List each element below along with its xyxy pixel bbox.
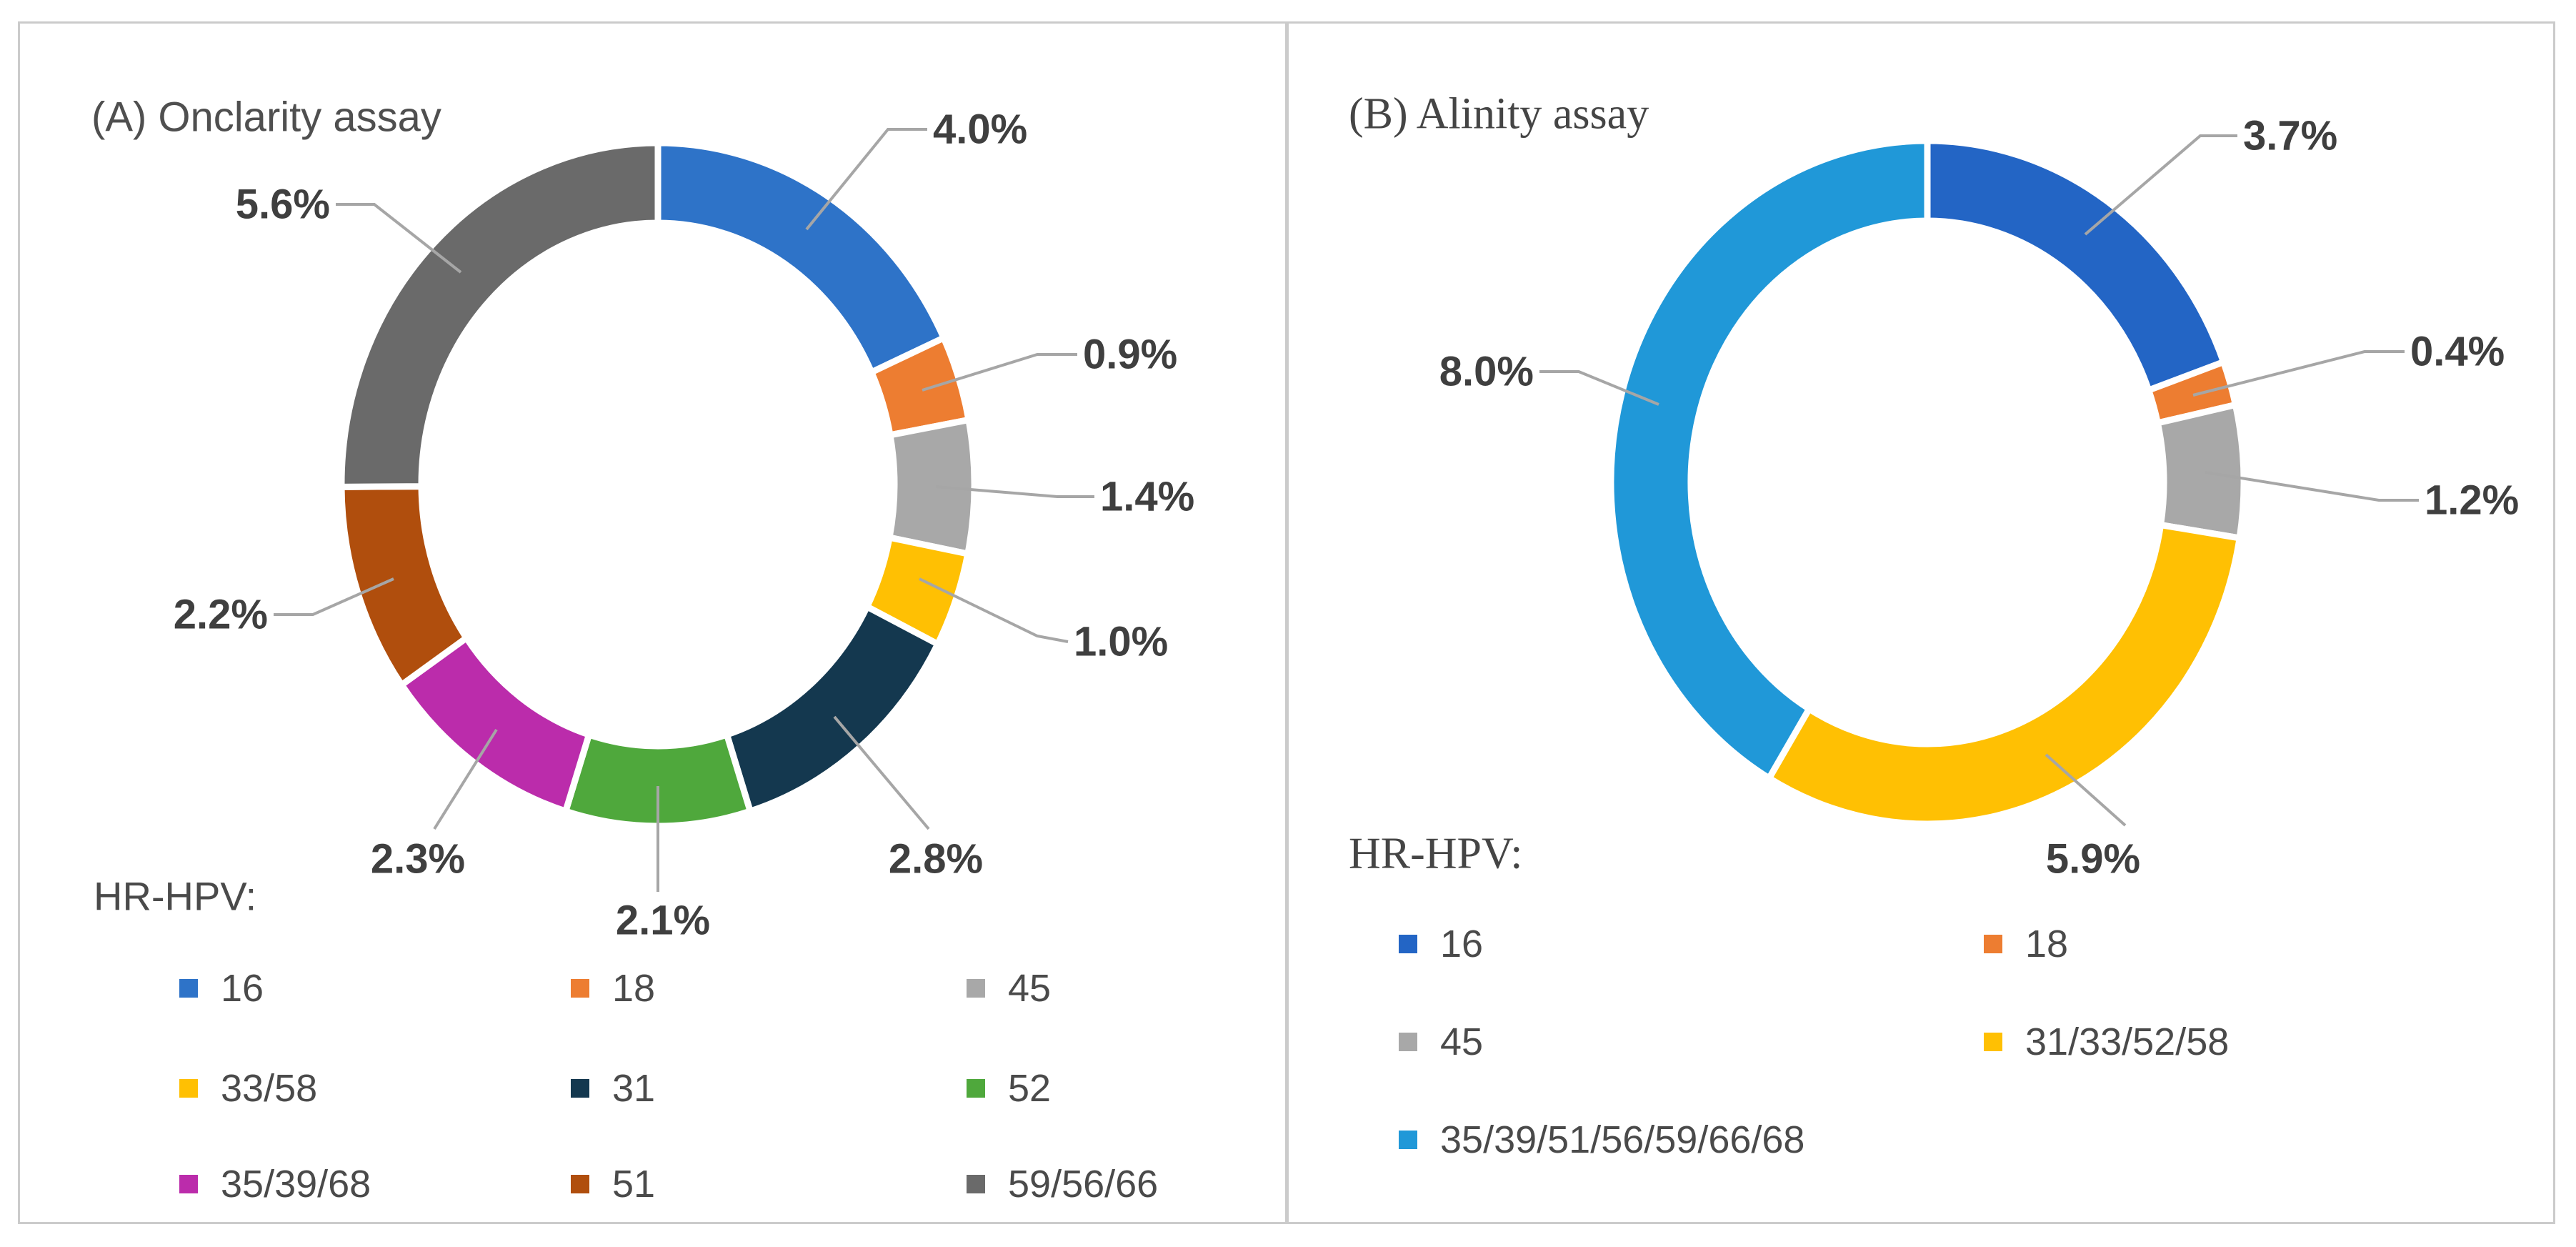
- legend-swatch-59-56-66: [967, 1175, 985, 1193]
- legend-item-35-39-68: 35/39/68: [179, 1162, 371, 1206]
- legend-item-51: 51: [571, 1162, 655, 1206]
- percent-label-51: 2.2%: [174, 592, 268, 638]
- legend-item-18: 18: [571, 966, 655, 1010]
- legend-item-35-39-51-56-59-66-68: 35/39/51/56/59/66/68: [1399, 1118, 1804, 1162]
- percent-label-45: 1.2%: [2425, 477, 2519, 524]
- percent-label-59-56-66: 5.6%: [236, 182, 330, 228]
- slice-31-33-52-58: [1766, 522, 2243, 828]
- legend-swatch-31-33-52-58: [1984, 1033, 2002, 1051]
- percent-label-35-39-68: 2.3%: [371, 836, 465, 883]
- legend-label: 18: [2025, 923, 2069, 965]
- percent-label-31-33-52-58: 5.9%: [2046, 836, 2140, 883]
- legend-label: 35/39/68: [221, 1163, 371, 1206]
- legend-swatch-33-58: [179, 1079, 198, 1098]
- legend-label: 18: [612, 967, 656, 1010]
- panel-onclarity-assay: 4.0% 0.9% 1.4% 1.0% 2.8% 2.1% 2.3% 2.2% 5.6% (A)…: [18, 21, 1285, 1224]
- slice-45: [886, 417, 978, 557]
- panel-b-title: (B) Alinity assay: [1349, 89, 1649, 139]
- panel-alinity-assay: 3.7% 0.4% 1.2% 5.9% 8.0% (B) Alinity assay H…: [1289, 21, 2555, 1224]
- leader-line-31-33-52-58: [2045, 753, 2127, 827]
- leader-line-18: [2192, 350, 2405, 397]
- legend-label: 16: [1440, 923, 1484, 965]
- legend-label: 35/39/51/56/59/66/68: [1440, 1118, 1805, 1161]
- legend-item-52: 52: [967, 1066, 1051, 1111]
- legend-label: 51: [612, 1163, 656, 1206]
- legend-swatch-45: [1399, 1033, 1417, 1051]
- legend-swatch-45: [967, 979, 985, 998]
- percent-label-18: 0.9%: [1083, 332, 1177, 378]
- leader-line-16: [805, 128, 927, 231]
- legend-label: 59/56/66: [1008, 1163, 1159, 1206]
- slice-59-56-66: [338, 139, 662, 490]
- slice-16: [1924, 137, 2227, 394]
- legend-item-45: 45: [967, 966, 1051, 1010]
- legend-item-16: 16: [1399, 922, 1483, 966]
- leader-line-51: [274, 577, 394, 616]
- leader-line-33-58: [919, 577, 1069, 643]
- slice-16: [654, 139, 947, 376]
- legend-label: 31: [612, 1067, 656, 1110]
- legend-swatch-35-39-51-56-59-66-68: [1399, 1131, 1417, 1149]
- legend-label: 45: [1008, 967, 1052, 1010]
- leader-line-45: [2205, 471, 2419, 502]
- leader-line-31: [833, 715, 930, 830]
- leader-line-35-39-51-56-59-66-68: [1539, 370, 1659, 406]
- panel-a-legend-heading: HR-HPV:: [94, 873, 257, 919]
- panel-divider: [1285, 21, 1289, 1224]
- percent-label-16: 3.7%: [2243, 113, 2337, 159]
- legend-swatch-31: [571, 1079, 589, 1098]
- legend-swatch-35-39-68: [179, 1175, 198, 1193]
- panel-b-legend-heading: HR-HPV:: [1349, 829, 1523, 878]
- leader-line-35-39-68: [433, 728, 498, 830]
- leader-line-18: [922, 353, 1077, 392]
- legend-swatch-18: [1984, 935, 2002, 953]
- percent-label-16: 4.0%: [933, 106, 1027, 153]
- legend-item-31-33-52-58: 31/33/52/58: [1984, 1020, 2229, 1064]
- legend-label: 45: [1440, 1020, 1484, 1063]
- slice-51: [338, 483, 470, 688]
- slice-31: [724, 603, 942, 815]
- slice-35-39-51-56-59-66-68: [1607, 137, 1931, 782]
- legend-swatch-52: [967, 1079, 985, 1098]
- slice-45: [2154, 402, 2247, 542]
- legend-label: 16: [221, 967, 264, 1010]
- legend-item-33-58: 33/58: [179, 1066, 317, 1111]
- donut-chart-alinity: 3.7% 0.4% 1.2% 5.9% 8.0%: [1439, 113, 2519, 883]
- leader-line-59-56-66: [336, 203, 462, 274]
- legend-label: 33/58: [221, 1067, 318, 1110]
- legend-swatch-51: [571, 1175, 589, 1193]
- legend-swatch-16: [1399, 935, 1417, 953]
- panel-a-title: (A) Onclarity assay: [91, 94, 441, 141]
- legend-item-16: 16: [179, 966, 264, 1010]
- legend-swatch-16: [179, 979, 198, 998]
- percent-label-33-58: 1.0%: [1074, 619, 1168, 665]
- legend-label: 31/33/52/58: [2025, 1020, 2230, 1063]
- leader-line-45: [935, 485, 1094, 498]
- percent-label-35-39-51-56-59-66-68: 8.0%: [1439, 349, 1534, 395]
- leader-line-16: [2084, 134, 2237, 236]
- percent-label-18: 0.4%: [2410, 329, 2505, 375]
- legend-item-18: 18: [1984, 922, 2068, 966]
- donut-chart-onclarity: 4.0% 0.9% 1.4% 1.0% 2.8% 2.1% 2.3% 2.2% 5.6%: [174, 106, 1194, 944]
- legend-item-59-56-66: 59/56/66: [967, 1162, 1158, 1206]
- legend-item-45: 45: [1399, 1020, 1483, 1064]
- percent-label-52: 2.1%: [616, 898, 710, 944]
- legend-swatch-18: [571, 979, 589, 998]
- percent-label-45: 1.4%: [1100, 474, 1194, 520]
- percent-label-31: 2.8%: [889, 836, 983, 883]
- legend-label: 52: [1008, 1067, 1052, 1110]
- legend-item-31: 31: [571, 1066, 655, 1111]
